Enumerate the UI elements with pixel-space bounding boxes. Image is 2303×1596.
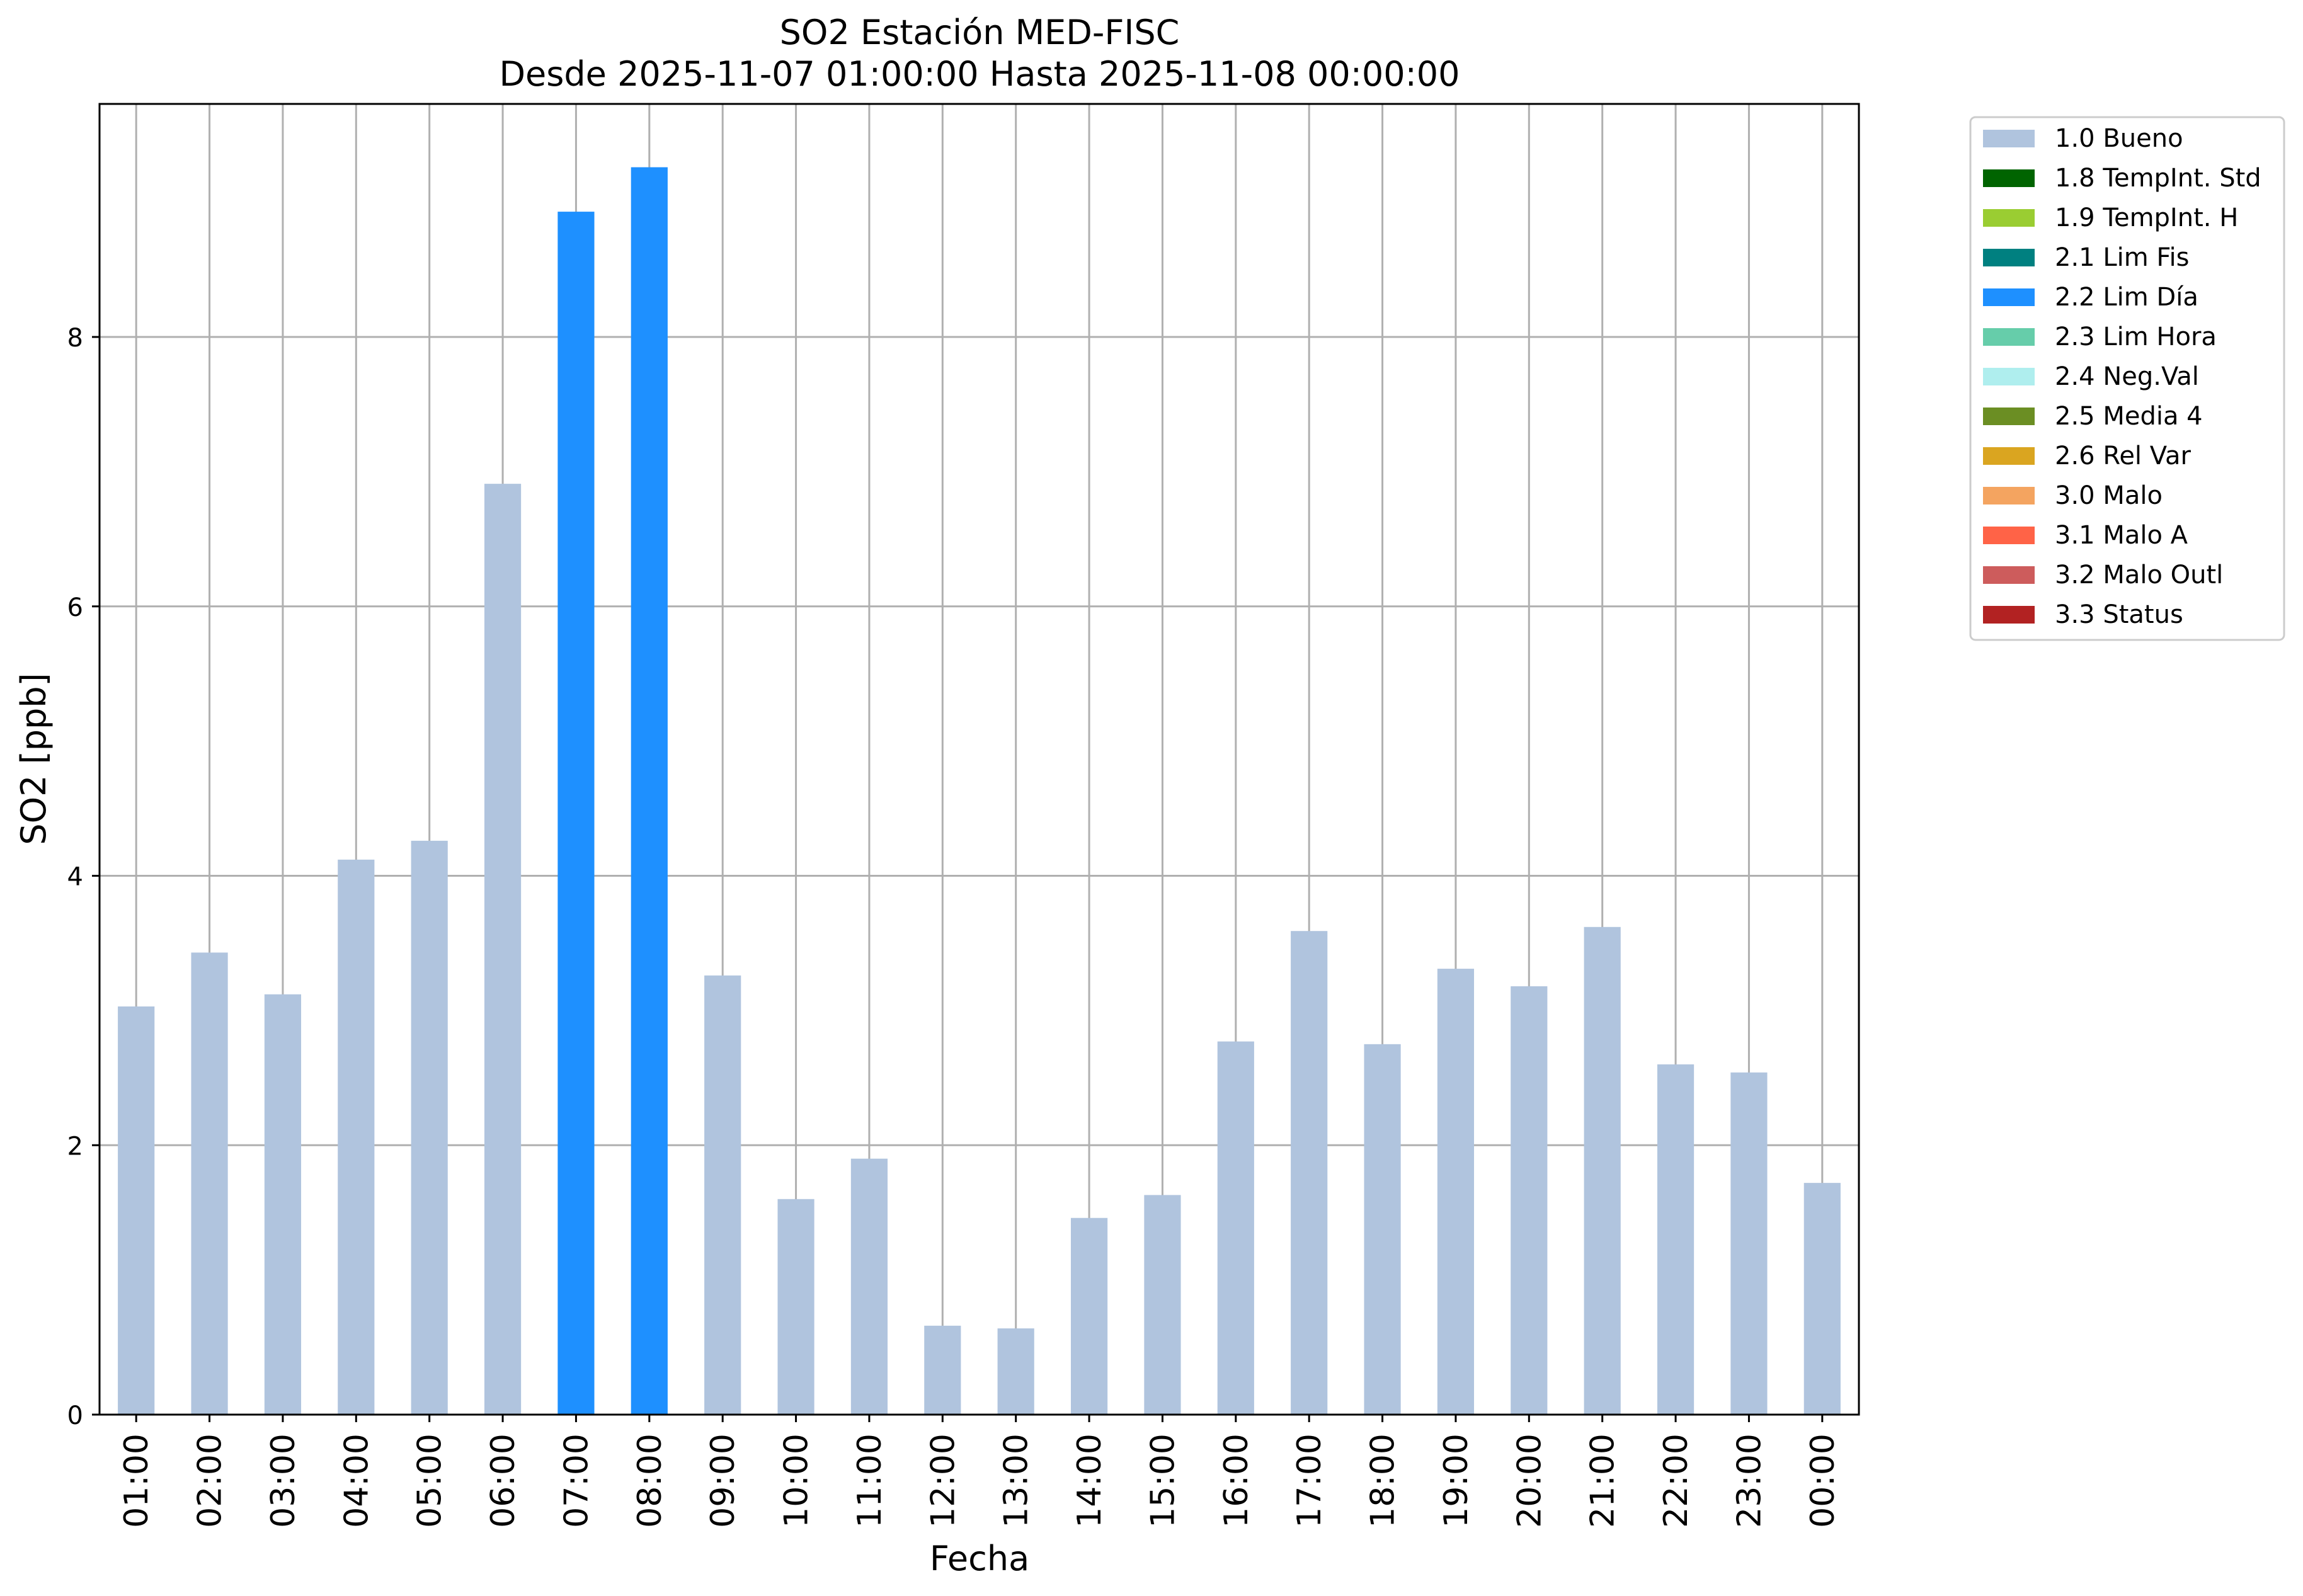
x-tick-label: 01:00	[118, 1434, 156, 1528]
bar-11:00	[850, 1158, 888, 1415]
x-tick-label: 19:00	[1437, 1434, 1475, 1528]
bar-13:00	[997, 1328, 1034, 1415]
legend-label: 2.3 Lim Hora	[2055, 322, 2217, 351]
legend-swatch	[1983, 328, 2035, 346]
legend-label: 1.0 Bueno	[2055, 124, 2183, 153]
legend-label: 2.5 Media 4	[2055, 402, 2203, 431]
legend-items: 1.0 Bueno 1.8 TempInt. Std 1.9 TempInt. H 2…	[1983, 124, 2261, 629]
legend-swatch	[1983, 368, 2035, 385]
bar-06:00	[484, 484, 522, 1415]
legend-swatch	[1983, 527, 2035, 544]
bar-16:00	[1217, 1041, 1254, 1415]
bar-23:00	[1730, 1072, 1768, 1415]
bar-03:00	[264, 994, 302, 1415]
bar-22:00	[1657, 1064, 1694, 1415]
x-tick-label: 11:00	[851, 1434, 889, 1528]
legend-swatch	[1983, 249, 2035, 266]
x-tick-label: 04:00	[338, 1434, 375, 1528]
x-tick-label: 15:00	[1144, 1434, 1182, 1528]
x-tick-label: 18:00	[1364, 1434, 1402, 1528]
legend-label: 3.2 Malo Outl	[2055, 561, 2223, 590]
axis-ticks: 0 2 4 6 8 01:00 02:00 03:00 04:00 05:00 06:00 07:00…	[67, 324, 1842, 1528]
bar-17:00	[1291, 931, 1328, 1415]
legend-label: 3.1 Malo A	[2055, 521, 2188, 550]
x-tick-label: 13:00	[998, 1434, 1036, 1528]
x-tick-label: 05:00	[411, 1434, 449, 1528]
x-tick-label: 06:00	[484, 1434, 522, 1528]
bar-05:00	[411, 840, 448, 1415]
bar-09:00	[704, 975, 741, 1415]
bar-14:00	[1070, 1217, 1108, 1415]
legend-label: 2.2 Lim Día	[2055, 283, 2198, 312]
legend-frame	[1969, 116, 2285, 641]
y-tick-label: 2	[67, 1132, 83, 1161]
legend-swatch	[1983, 209, 2035, 227]
legend-label: 2.4 Neg.Val	[2055, 362, 2199, 391]
bar-07:00	[557, 212, 595, 1415]
x-tick-label: 07:00	[557, 1434, 595, 1528]
bar-20:00	[1511, 986, 1548, 1415]
legend-label: 1.9 TempInt. H	[2055, 203, 2238, 232]
x-tick-label: 17:00	[1291, 1434, 1329, 1528]
legend-label: 3.3 Status	[2055, 600, 2183, 629]
y-tick-label: 6	[67, 593, 83, 622]
y-tick-label: 0	[67, 1401, 83, 1430]
legend-swatch	[1983, 566, 2035, 584]
x-tick-label: 14:00	[1071, 1434, 1109, 1528]
x-tick-label: 02:00	[191, 1434, 229, 1528]
legend-swatch	[1983, 606, 2035, 624]
x-tick-label: 03:00	[265, 1434, 302, 1528]
legend-swatch	[1983, 130, 2035, 147]
bar-12:00	[924, 1325, 961, 1415]
x-tick-label: 00:00	[1804, 1434, 1842, 1528]
x-tick-label: 10:00	[778, 1434, 816, 1528]
legend-swatch	[1983, 447, 2035, 465]
x-tick-label: 22:00	[1657, 1434, 1695, 1528]
legend-label: 1.8 TempInt. Std	[2055, 164, 2261, 193]
x-tick-label: 16:00	[1218, 1434, 1255, 1528]
bar-02:00	[191, 952, 228, 1415]
bar-19:00	[1437, 969, 1475, 1415]
x-tick-label: 23:00	[1730, 1434, 1768, 1528]
bar-08:00	[631, 167, 668, 1415]
legend-swatch	[1983, 408, 2035, 425]
x-axis-label: Fecha	[930, 1539, 1029, 1578]
x-tick-label: 08:00	[631, 1434, 669, 1528]
legend-label: 2.1 Lim Fis	[2055, 243, 2189, 272]
y-tick-label: 8	[67, 324, 83, 353]
bar-21:00	[1584, 926, 1621, 1415]
x-tick-label: 21:00	[1584, 1434, 1622, 1528]
chart-subtitle: Desde 2025-11-07 01:00:00 Hasta 2025-11-…	[499, 54, 1460, 94]
legend-swatch	[1983, 169, 2035, 187]
legend-swatch	[1983, 288, 2035, 306]
legend-swatch	[1983, 487, 2035, 504]
bars	[118, 167, 1841, 1415]
legend: 1.0 Bueno 1.8 TempInt. Std 1.9 TempInt. H 2…	[1969, 116, 2285, 641]
plot-frame	[98, 103, 1860, 1416]
legend-label: 3.0 Malo	[2055, 481, 2163, 510]
x-tick-label: 09:00	[704, 1434, 742, 1528]
y-tick-label: 4	[67, 863, 83, 892]
x-tick-label: 12:00	[924, 1434, 962, 1528]
chart-title: SO2 Estación MED-FISC	[780, 13, 1180, 52]
bar-01:00	[118, 1006, 155, 1415]
y-axis-label: SO2 [ppb]	[14, 673, 54, 845]
bar-15:00	[1144, 1195, 1181, 1415]
legend-label: 2.6 Rel Var	[2055, 442, 2192, 470]
bar-00:00	[1803, 1183, 1841, 1415]
bar-18:00	[1364, 1044, 1401, 1415]
bar-04:00	[338, 859, 375, 1415]
bar-10:00	[777, 1199, 814, 1415]
x-tick-label: 20:00	[1511, 1434, 1548, 1528]
